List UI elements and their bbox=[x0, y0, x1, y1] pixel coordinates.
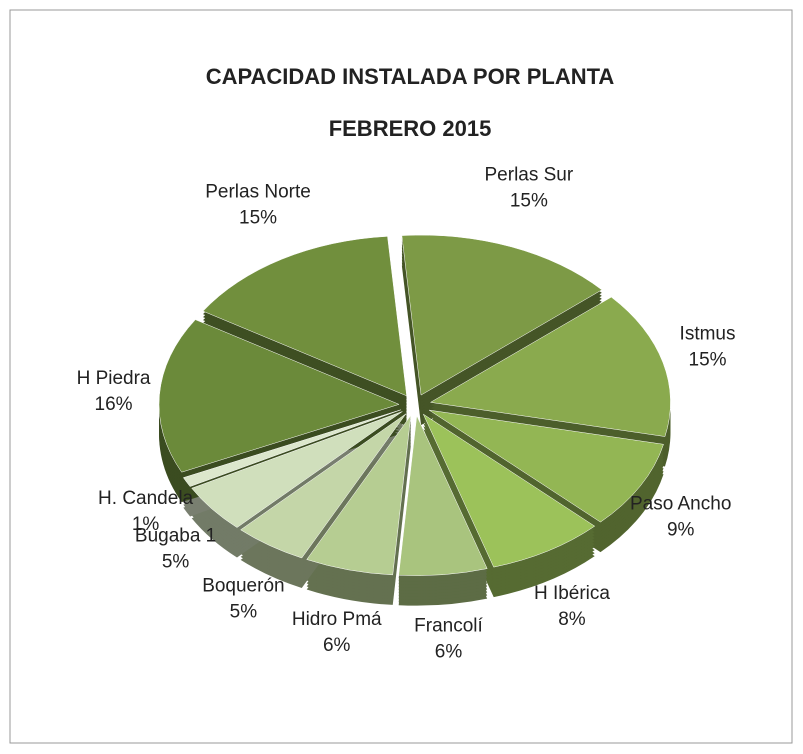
slice-value-label: 5% bbox=[162, 551, 190, 572]
slice-label: Bugaba 1 bbox=[135, 525, 216, 546]
slice bbox=[401, 234, 603, 396]
slice bbox=[428, 409, 664, 523]
slice-label: Perlas Sur bbox=[485, 164, 574, 185]
slice-value-label: 8% bbox=[558, 609, 586, 630]
chart-title: CAPACIDAD INSTALADA POR PLANTA bbox=[206, 64, 615, 89]
slice-value-label: 15% bbox=[689, 350, 727, 371]
slice-label: H Ibérica bbox=[534, 583, 610, 604]
slice-label: Hidro Pmá bbox=[292, 609, 382, 630]
slice bbox=[240, 413, 407, 559]
slice bbox=[158, 319, 400, 473]
slice bbox=[422, 413, 596, 568]
slice bbox=[306, 414, 412, 576]
slice-value-label: 15% bbox=[510, 190, 548, 211]
chart-subtitle: FEBRERO 2015 bbox=[329, 116, 492, 141]
slice bbox=[429, 296, 671, 437]
slice-label: Istmus bbox=[680, 324, 736, 345]
slice-value-label: 9% bbox=[667, 520, 695, 541]
slice-value-label: 15% bbox=[239, 207, 277, 228]
slice-value-label: 1% bbox=[132, 514, 160, 535]
slice-label: H. Candela bbox=[98, 488, 193, 509]
slice-label: Perlas Norte bbox=[205, 181, 311, 202]
slice-value-label: 16% bbox=[95, 394, 133, 415]
slice-label: Boquerón bbox=[202, 575, 284, 596]
slice-value-label: 6% bbox=[435, 642, 463, 663]
slice-label: H Piedra bbox=[77, 368, 151, 389]
slice bbox=[182, 409, 401, 487]
slice-label: Francolí bbox=[414, 616, 483, 637]
slice-value-label: 5% bbox=[230, 601, 258, 622]
slice-value-label: 6% bbox=[323, 635, 351, 656]
slice bbox=[202, 236, 407, 397]
slice-label: Paso Ancho bbox=[630, 494, 731, 515]
slice bbox=[398, 414, 488, 576]
slice bbox=[191, 411, 403, 528]
